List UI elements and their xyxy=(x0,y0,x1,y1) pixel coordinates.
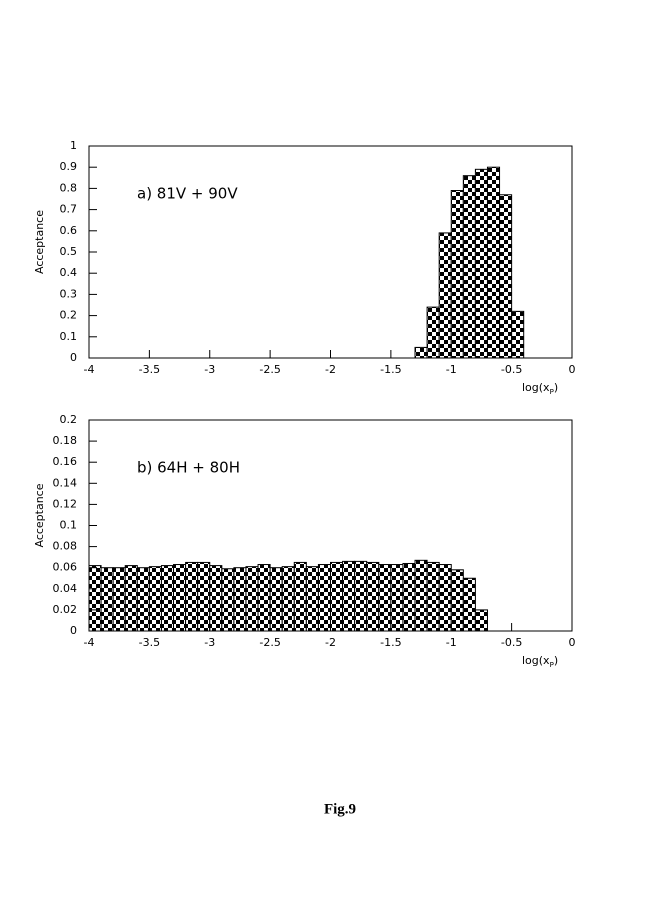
x-tick-label: -2.5 xyxy=(259,636,280,649)
x-tick-label: -4 xyxy=(84,363,95,376)
bar xyxy=(438,232,452,359)
y-tick-label: 0.3 xyxy=(60,287,78,300)
y-tick-label: 0.5 xyxy=(60,245,78,258)
x-tick-label: -1.5 xyxy=(380,363,401,376)
bar xyxy=(414,346,428,359)
x-axis-label-part: ) xyxy=(554,654,558,667)
x-tick-label: -3.5 xyxy=(139,636,160,649)
bar xyxy=(390,564,404,632)
bar xyxy=(136,567,150,632)
y-tick-label: 0.02 xyxy=(53,603,78,616)
y-tick-label: 0.14 xyxy=(53,476,78,489)
bar xyxy=(438,564,452,632)
y-axis-label: Acceptance xyxy=(33,210,46,274)
bar xyxy=(426,306,440,359)
bar xyxy=(354,560,368,632)
bar xyxy=(124,565,138,632)
bar xyxy=(88,565,102,632)
y-tick-label: 0.4 xyxy=(60,266,78,279)
x-axis-label-part: log(x xyxy=(522,381,550,394)
x-axis-label-part: log(x xyxy=(522,654,550,667)
bar xyxy=(366,561,380,632)
x-tick-label: -3 xyxy=(204,363,215,376)
x-axis-label: log(xP) xyxy=(522,654,558,669)
bar xyxy=(330,561,344,632)
x-tick-label: -3 xyxy=(204,636,215,649)
x-tick-label: -3.5 xyxy=(139,363,160,376)
x-tick-label: 0 xyxy=(569,636,576,649)
y-tick-label: 0.06 xyxy=(53,561,78,574)
x-tick-label: -0.5 xyxy=(501,363,522,376)
x-axis-label-part: ) xyxy=(554,381,558,394)
x-tick-label: -2 xyxy=(325,636,336,649)
bar xyxy=(342,560,356,632)
bar xyxy=(414,559,428,632)
x-axis-label: log(xP) xyxy=(522,381,558,396)
bar xyxy=(148,566,162,632)
y-tick-label: 0.1 xyxy=(60,330,78,343)
bar xyxy=(293,561,307,632)
bar xyxy=(173,564,187,632)
bar xyxy=(317,564,331,632)
y-tick-label: 0.2 xyxy=(60,413,78,426)
x-axis-label-part: P xyxy=(550,388,554,396)
bar xyxy=(402,562,416,632)
bar xyxy=(426,561,440,632)
bar xyxy=(462,577,476,632)
bar xyxy=(462,175,476,359)
bar xyxy=(450,190,464,359)
y-tick-label: 0.9 xyxy=(60,160,78,173)
y-tick-label: 0.16 xyxy=(53,455,78,468)
x-tick-label: -1 xyxy=(446,636,457,649)
caption: Fig.9 xyxy=(324,801,356,817)
x-tick-label: -4 xyxy=(84,636,95,649)
y-tick-label: 0.6 xyxy=(60,224,78,237)
bar xyxy=(486,166,501,359)
bar xyxy=(100,567,114,632)
bar xyxy=(245,566,259,632)
bar xyxy=(221,568,235,632)
y-tick-label: 0.2 xyxy=(60,309,78,322)
bar xyxy=(281,566,295,632)
bar xyxy=(209,565,223,632)
bar xyxy=(269,567,283,632)
bar xyxy=(450,569,464,632)
bar xyxy=(378,564,392,632)
y-tick-label: 0.08 xyxy=(53,540,78,553)
x-tick-label: -2 xyxy=(325,363,336,376)
bar xyxy=(474,609,488,632)
y-tick-label: 0.12 xyxy=(53,497,78,510)
bar xyxy=(305,566,319,632)
x-tick-label: -2.5 xyxy=(259,363,280,376)
bar xyxy=(257,564,271,632)
x-tick-label: 0 xyxy=(569,363,576,376)
y-tick-label: 0 xyxy=(70,351,77,364)
y-tick-label: 0.7 xyxy=(60,203,78,216)
bar xyxy=(233,567,247,632)
y-tick-label: 0.04 xyxy=(53,582,78,595)
y-tick-label: 0 xyxy=(70,624,77,637)
bar xyxy=(499,194,513,359)
x-tick-label: -0.5 xyxy=(501,636,522,649)
y-tick-label: 1 xyxy=(70,139,77,152)
bar xyxy=(511,310,525,359)
annotation: a) 81V + 90V xyxy=(137,185,238,203)
x-tick-label: -1.5 xyxy=(380,636,401,649)
annotation: b) 64H + 80H xyxy=(137,459,240,477)
x-tick-label: -1 xyxy=(446,363,457,376)
x-axis-label-part: P xyxy=(550,661,554,669)
y-tick-label: 0.18 xyxy=(53,434,78,447)
bar xyxy=(474,168,488,359)
y-tick-label: 0.1 xyxy=(60,519,78,532)
bar xyxy=(197,561,211,632)
y-axis-label: Acceptance xyxy=(33,483,46,547)
bar xyxy=(112,567,126,632)
bar xyxy=(160,565,175,632)
y-tick-label: 0.8 xyxy=(60,181,78,194)
bar xyxy=(185,561,199,632)
